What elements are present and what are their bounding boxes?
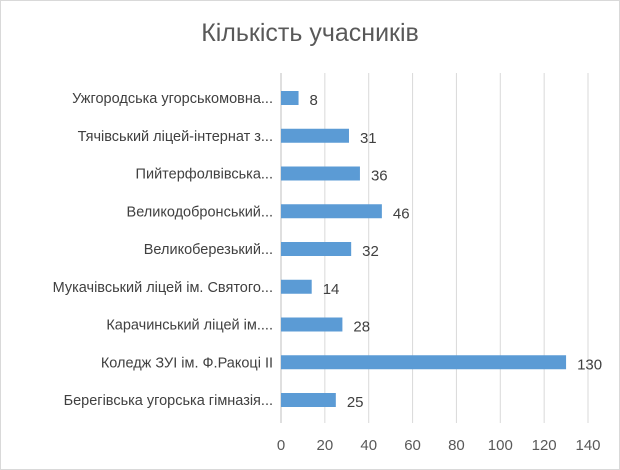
chart-title: Кількість учасників — [201, 19, 419, 47]
x-tick-label: 0 — [277, 437, 285, 454]
data-label: 28 — [353, 319, 370, 336]
data-label: 32 — [362, 243, 379, 260]
bar — [281, 393, 336, 407]
category-label: Карачинський ліцей ім.... — [106, 318, 273, 334]
category-label: Коледж ЗУІ ім. Ф.Ракоці ІІ — [101, 355, 273, 371]
category-label: Мукачівський ліцей ім. Святого... — [53, 280, 273, 296]
bar — [281, 279, 312, 294]
bar — [281, 166, 360, 181]
data-label: 31 — [360, 130, 377, 147]
category-label: Ужгородська угорськомовна... — [72, 91, 273, 107]
category-label: Тячівський ліцей-інтернат з... — [78, 129, 273, 145]
data-label: 8 — [310, 92, 318, 109]
bar — [281, 128, 349, 143]
bar — [281, 242, 352, 256]
bar — [281, 355, 567, 370]
data-label: 14 — [323, 281, 340, 298]
data-label: 130 — [577, 356, 602, 373]
x-tick-label: 100 — [488, 437, 513, 454]
x-tick-label: 120 — [532, 437, 557, 454]
category-label: Великодобронський... — [127, 204, 273, 220]
data-label: 36 — [371, 168, 388, 185]
x-tick-label: 40 — [360, 437, 377, 454]
bar — [281, 317, 343, 332]
x-tick-label: 60 — [404, 437, 421, 454]
category-label: Великоберезький... — [144, 242, 273, 258]
data-label: 25 — [347, 394, 364, 411]
x-tick-label: 80 — [448, 437, 465, 454]
bar — [281, 91, 299, 105]
x-tick-label: 20 — [317, 437, 334, 454]
x-tick-label: 140 — [575, 437, 600, 454]
category-label: Берегівська угорська гімназія... — [64, 393, 273, 409]
bar — [281, 204, 382, 219]
category-label: Пийтерфолвівська... — [136, 167, 273, 183]
data-label: 46 — [393, 205, 410, 222]
